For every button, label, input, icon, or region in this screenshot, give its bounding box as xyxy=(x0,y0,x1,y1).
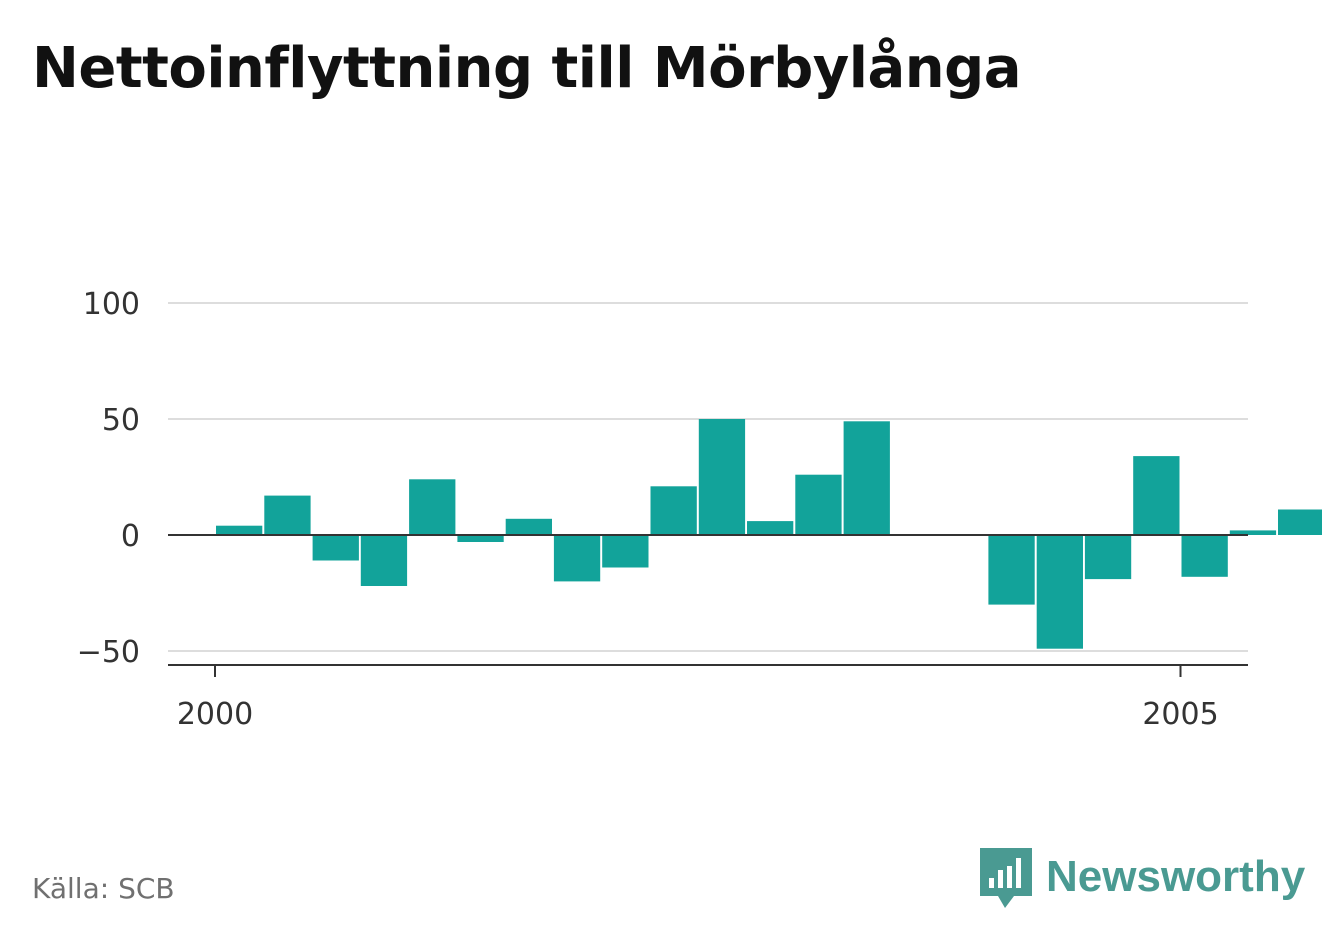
bar xyxy=(1133,456,1180,535)
chart-title: Nettoinflyttning till Mörbylånga xyxy=(32,36,1022,101)
bar xyxy=(264,495,311,535)
bar xyxy=(553,535,601,582)
bar xyxy=(1278,509,1322,535)
y-tick-label: −50 xyxy=(77,635,140,670)
bar xyxy=(457,535,504,542)
bar xyxy=(747,521,794,535)
brand-name: Newsworthy xyxy=(1046,852,1306,901)
bar xyxy=(602,535,649,568)
bars xyxy=(216,419,1322,649)
bar xyxy=(312,535,359,561)
bar xyxy=(698,419,746,535)
bar xyxy=(216,525,263,535)
bar xyxy=(360,535,408,586)
newsworthy-logo-icon xyxy=(980,848,1032,908)
bar xyxy=(505,518,552,535)
bar xyxy=(988,535,1035,605)
y-tick-label: 100 xyxy=(83,287,140,322)
bar xyxy=(1084,535,1132,580)
bar xyxy=(795,474,842,535)
bar xyxy=(409,479,456,535)
bar xyxy=(1229,530,1277,535)
bar xyxy=(1181,535,1228,577)
bar xyxy=(650,486,697,535)
y-tick-label: 0 xyxy=(121,519,140,554)
y-tick-label: 50 xyxy=(102,403,140,438)
bar xyxy=(843,421,890,535)
source-note: Källa: SCB xyxy=(32,872,175,905)
axes: −50050100200020052010201520202025 xyxy=(77,287,1248,732)
x-tick-label: 2005 xyxy=(1142,697,1218,732)
bar xyxy=(1036,535,1083,649)
x-tick-label: 2000 xyxy=(177,697,253,732)
brand: Newsworthy xyxy=(980,848,1305,910)
